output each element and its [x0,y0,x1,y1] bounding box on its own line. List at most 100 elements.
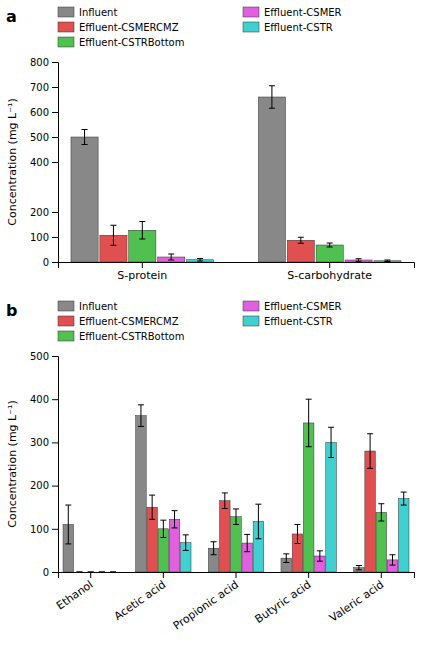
y-tick-mark [52,486,58,487]
error-cap [255,538,261,539]
error-bar [197,259,203,262]
legend-label: Effluent-CSMER [264,301,342,312]
y-tick-label: 0 [43,567,49,578]
legend-label: Influent [79,301,117,312]
panel-label: b [6,301,17,320]
bar [220,501,231,572]
error-bar [168,254,174,260]
legend-label: Effluent-CSTRBottom [79,331,184,342]
error-bar [211,542,217,555]
error-cap [211,554,217,555]
series [187,259,402,263]
x-tick-label: S-protein [117,269,167,282]
legend-label: Influent [79,7,117,18]
legend-item: Influent [58,301,117,312]
y-tick-mark [52,162,58,163]
error-line [84,130,85,145]
error-line [174,511,175,528]
legend-item: Effluent-CSTR [243,22,333,33]
x-tick-mark [236,572,237,578]
error-cap [139,221,145,222]
error-cap [99,572,105,573]
error-line [271,86,272,109]
x-tick-mark [381,572,382,578]
error-bar [356,259,362,262]
y-tick: 0 [43,567,58,578]
y-tick: 500 [30,132,58,143]
x-tick: S-protein [117,262,167,282]
error-bar [183,535,189,551]
error-cap [356,569,362,570]
error-line [403,492,404,505]
error-cap [328,457,334,458]
plot-area [63,399,409,572]
error-cap [367,433,373,434]
error-cap [110,572,116,573]
legend-label: Effluent-CSMERCMZ [79,316,179,327]
error-line [236,509,237,525]
error-bar [110,225,116,245]
y-tick-label: 600 [30,107,49,118]
x-axis-line [59,573,415,579]
error-cap [390,565,396,566]
error-bar [222,493,228,509]
error-line [224,493,225,509]
error-cap [233,508,239,509]
bar [365,451,376,572]
y-tick-label: 400 [30,394,49,405]
error-cap [149,495,155,496]
y-tick-label: 500 [30,132,49,143]
y-tick-label: 0 [43,257,49,268]
error-cap [160,520,166,521]
y-axis-title: Concentration (mg L⁻¹) [6,400,19,527]
error-cap [211,541,217,542]
error-cap [139,239,145,240]
error-cap [367,468,373,469]
error-cap [356,565,362,566]
legend-label: Effluent-CSMER [264,7,342,18]
error-cap [110,245,116,246]
error-cap [244,534,250,535]
error-line [171,254,172,260]
error-cap [149,519,155,520]
error-line [392,555,393,565]
error-bar [233,509,239,525]
x-tick-mark [163,572,164,578]
y-tick-label: 100 [30,524,49,535]
y-axis-title: Concentration (mg L⁻¹) [6,98,19,225]
error-cap [88,572,94,573]
x-tick-label: Butyric acid [253,578,314,626]
x-tick-label: Valeric acid [327,578,386,625]
bar [398,499,409,572]
series [100,225,315,262]
error-cap [390,554,396,555]
error-cap [269,85,275,86]
legend-swatch [58,331,74,341]
panel: 0100200300400500EthanolAcetic acidPropio… [6,301,415,633]
series [88,399,387,572]
error-line [185,535,186,551]
legend-swatch [58,316,74,326]
bar [97,572,108,573]
error-bar [328,427,334,457]
error-line [140,405,141,427]
error-cap [99,572,105,573]
y-axis-line [52,63,59,263]
error-cap [172,527,178,528]
bar [136,416,147,572]
legend-swatch [243,22,259,32]
legend-swatch [243,316,259,326]
error-bar [244,534,250,551]
bar [71,137,98,262]
error-bar [172,511,178,528]
legend-item: Effluent-CSMER [243,301,342,312]
error-bar [401,492,407,505]
error-cap [222,508,228,509]
error-cap [76,572,82,573]
error-cap [356,261,362,262]
series [71,86,286,262]
error-cap [82,144,88,145]
legend-swatch [58,7,74,17]
y-tick-label: 500 [30,351,49,362]
error-bar [367,434,373,469]
